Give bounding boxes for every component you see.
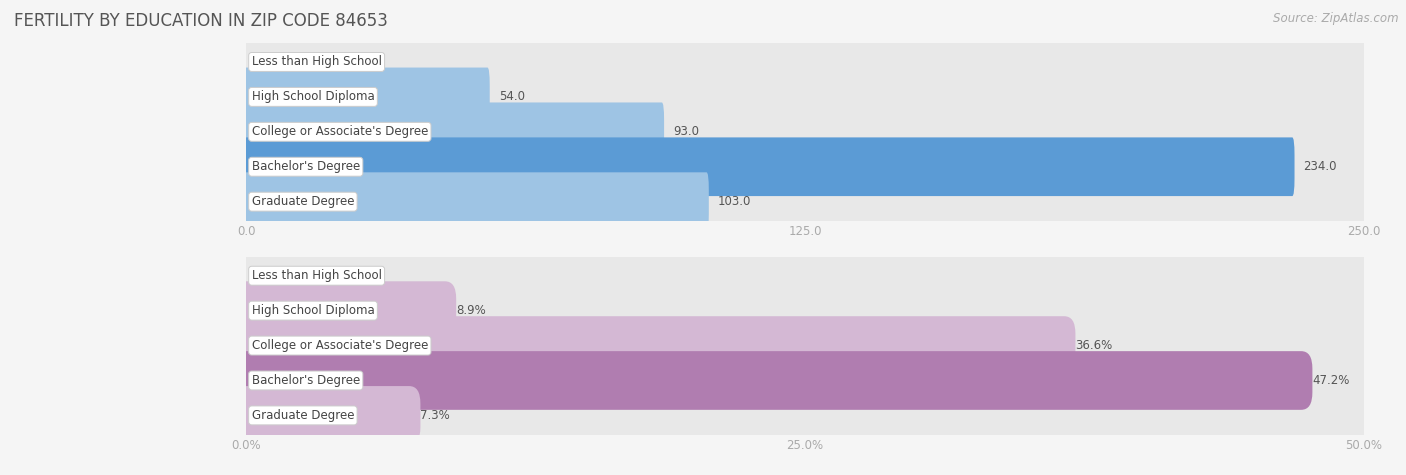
FancyBboxPatch shape [235, 351, 1375, 410]
Text: 7.3%: 7.3% [420, 409, 450, 422]
FancyBboxPatch shape [243, 137, 1295, 196]
FancyBboxPatch shape [235, 316, 1375, 375]
Text: Less than High School: Less than High School [252, 56, 381, 68]
Text: 47.2%: 47.2% [1312, 374, 1350, 387]
FancyBboxPatch shape [235, 281, 1375, 340]
FancyBboxPatch shape [235, 316, 1076, 375]
Text: 8.9%: 8.9% [456, 304, 486, 317]
Text: 0.0: 0.0 [257, 56, 276, 68]
FancyBboxPatch shape [243, 172, 1367, 231]
Text: Bachelor's Degree: Bachelor's Degree [252, 374, 360, 387]
FancyBboxPatch shape [243, 33, 1367, 91]
Text: High School Diploma: High School Diploma [252, 304, 374, 317]
Text: 54.0: 54.0 [499, 90, 524, 104]
FancyBboxPatch shape [243, 67, 489, 126]
Text: Graduate Degree: Graduate Degree [252, 409, 354, 422]
FancyBboxPatch shape [235, 247, 1375, 305]
Text: 234.0: 234.0 [1303, 160, 1337, 173]
Text: High School Diploma: High School Diploma [252, 90, 374, 104]
FancyBboxPatch shape [243, 103, 1367, 161]
FancyBboxPatch shape [235, 281, 456, 340]
Text: FERTILITY BY EDUCATION IN ZIP CODE 84653: FERTILITY BY EDUCATION IN ZIP CODE 84653 [14, 12, 388, 30]
Text: Less than High School: Less than High School [252, 269, 381, 282]
FancyBboxPatch shape [243, 172, 709, 231]
FancyBboxPatch shape [243, 103, 664, 161]
Text: 93.0: 93.0 [673, 125, 699, 138]
Text: 103.0: 103.0 [717, 195, 751, 208]
FancyBboxPatch shape [243, 137, 1367, 196]
Text: 0.0%: 0.0% [257, 269, 287, 282]
Text: Source: ZipAtlas.com: Source: ZipAtlas.com [1274, 12, 1399, 25]
FancyBboxPatch shape [235, 386, 1375, 445]
FancyBboxPatch shape [235, 351, 1312, 410]
Text: Graduate Degree: Graduate Degree [252, 195, 354, 208]
Text: College or Associate's Degree: College or Associate's Degree [252, 339, 427, 352]
FancyBboxPatch shape [243, 67, 1367, 126]
Text: Bachelor's Degree: Bachelor's Degree [252, 160, 360, 173]
Text: 36.6%: 36.6% [1076, 339, 1112, 352]
FancyBboxPatch shape [235, 386, 420, 445]
Text: College or Associate's Degree: College or Associate's Degree [252, 125, 427, 138]
